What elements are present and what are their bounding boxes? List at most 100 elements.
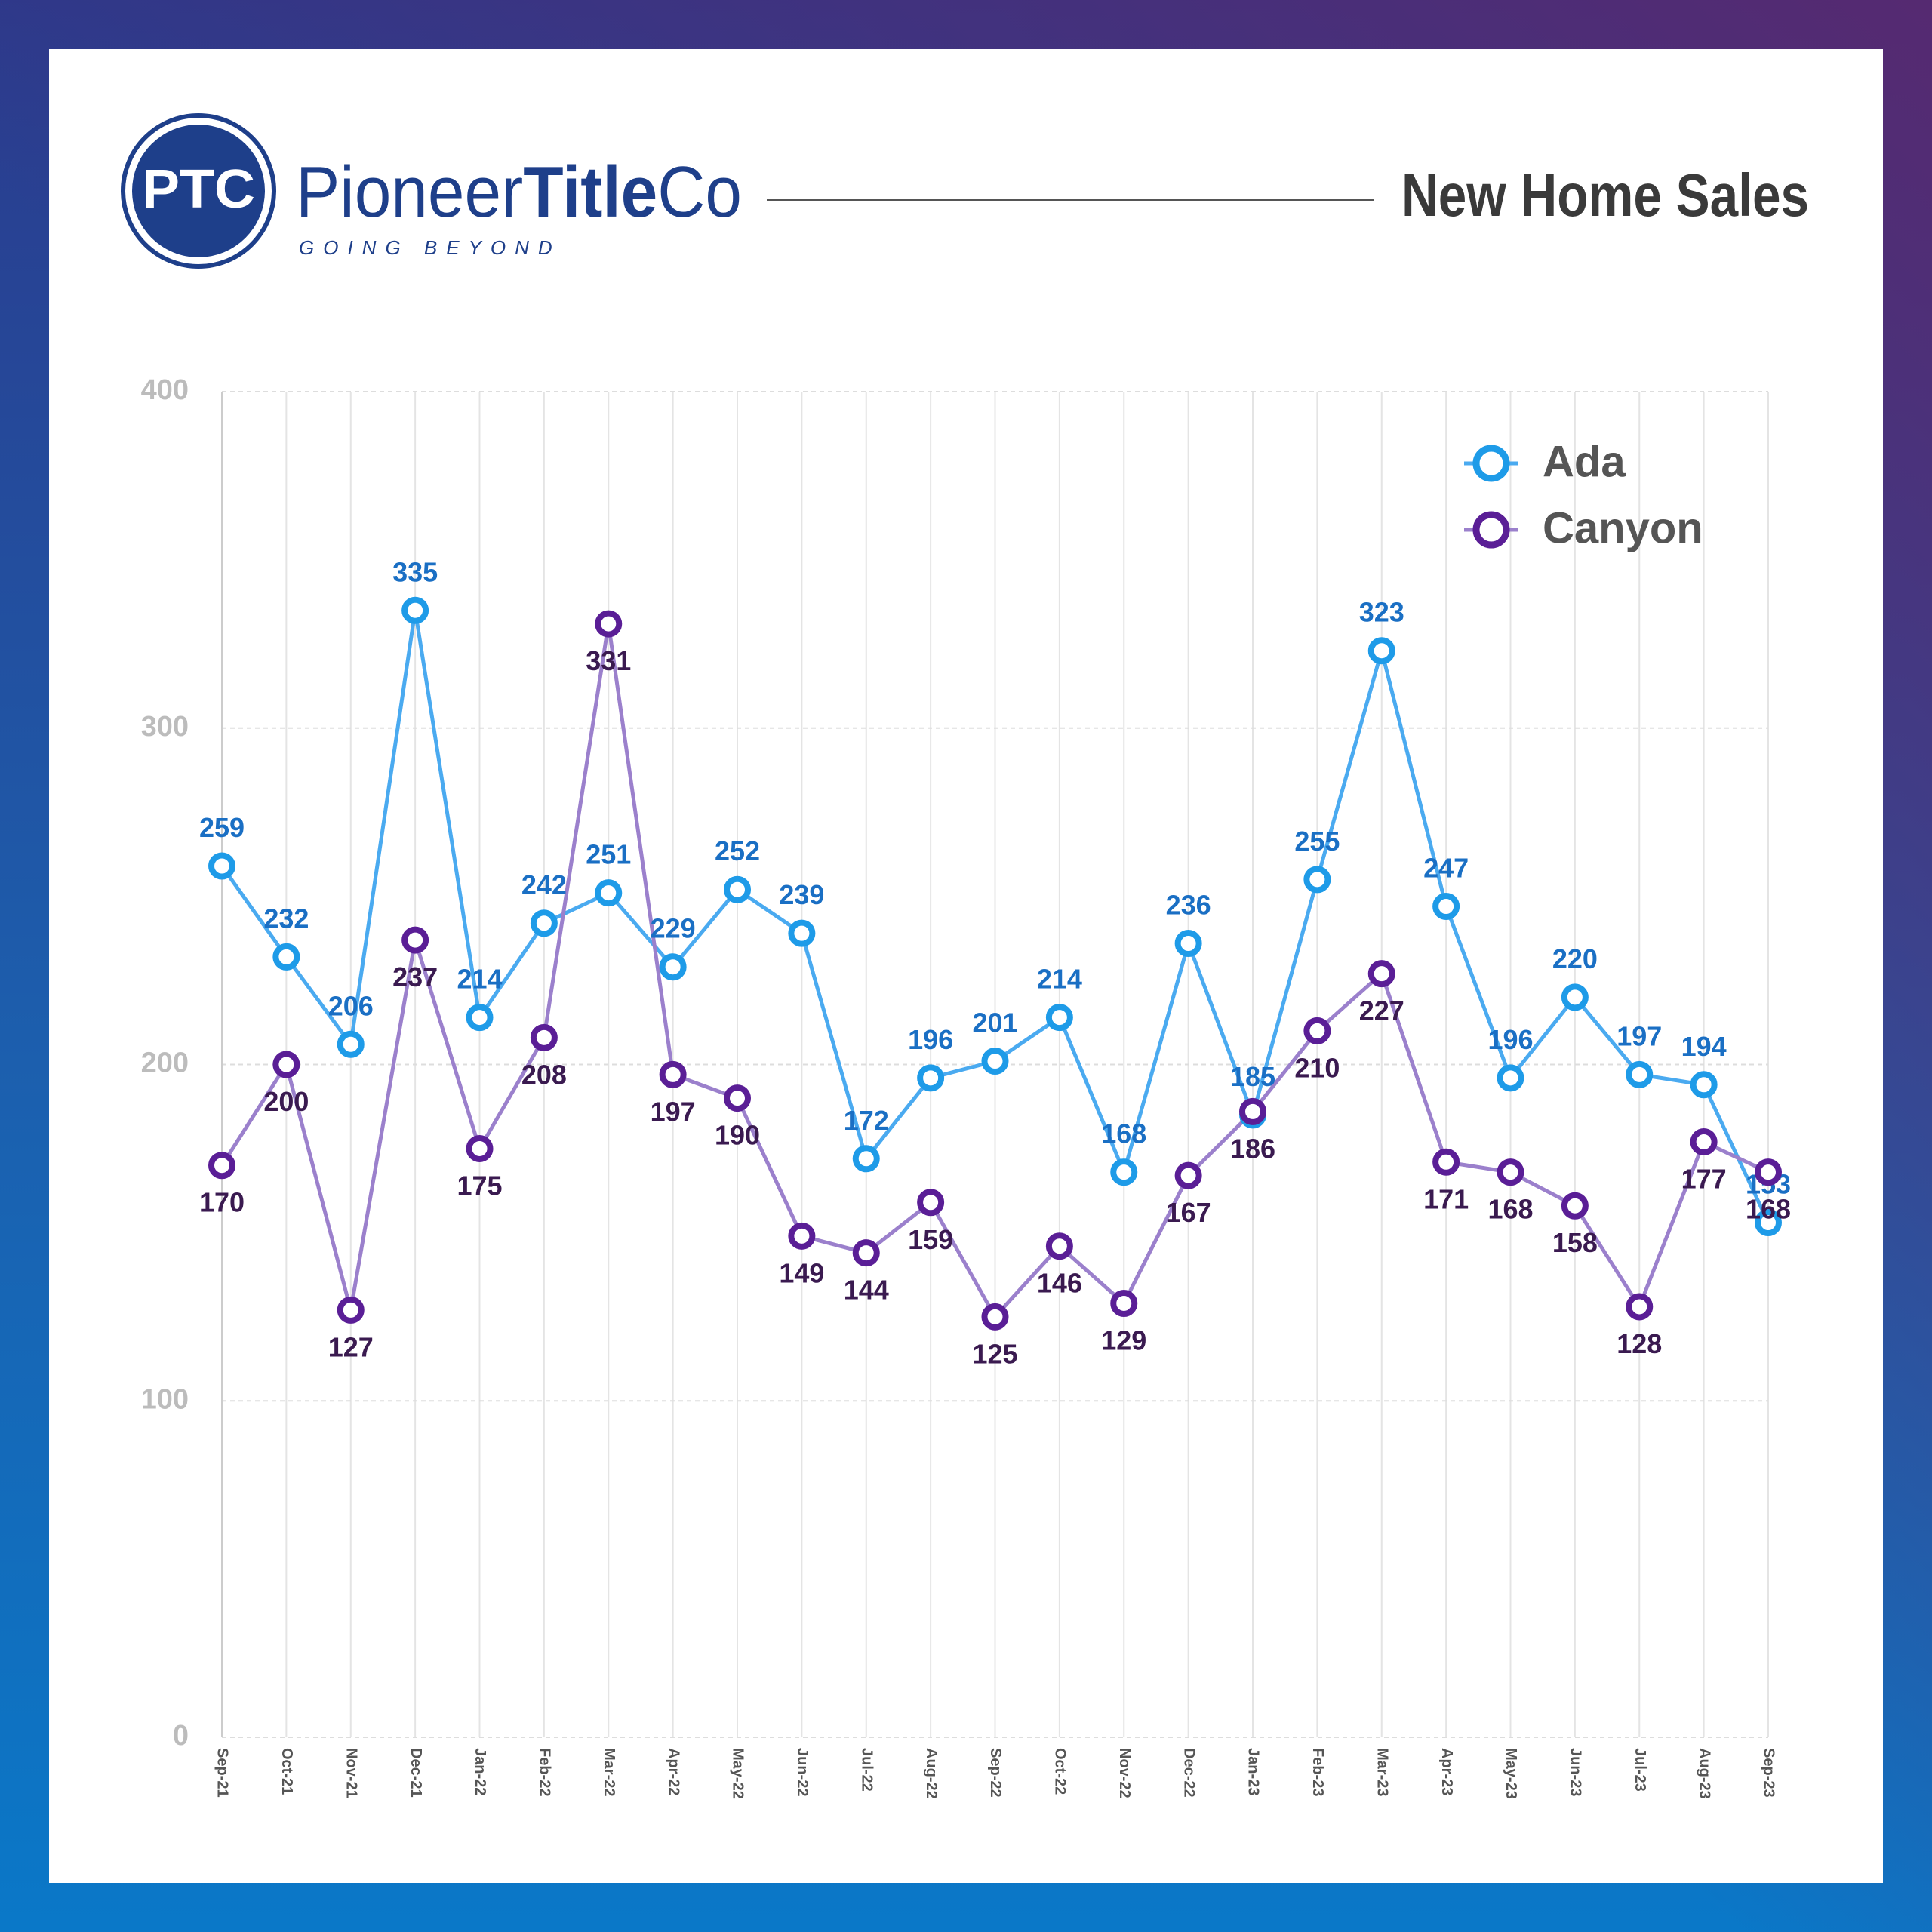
data-label: 335 (392, 556, 438, 587)
point (272, 943, 300, 971)
data-label: 167 (1166, 1197, 1211, 1228)
point (1561, 1192, 1589, 1220)
point (466, 1004, 494, 1032)
data-label: 208 (521, 1059, 567, 1090)
data-label: 239 (779, 879, 824, 910)
y-tick-label: 0 (173, 1720, 189, 1752)
point (595, 879, 623, 907)
y-tick-label: 200 (141, 1048, 189, 1079)
point (1690, 1128, 1718, 1156)
data-label: 197 (1617, 1020, 1662, 1051)
data-label: 144 (844, 1275, 889, 1306)
y-tick-label: 400 (141, 374, 189, 406)
chart-title: New Home Sales (1401, 162, 1809, 229)
point (272, 1051, 300, 1078)
x-tick-label: Jan-23 (1245, 1748, 1262, 1795)
x-tick-label: Sep-21 (214, 1748, 231, 1798)
data-label: 214 (1037, 964, 1082, 995)
point (852, 1239, 880, 1267)
point (1497, 1064, 1524, 1092)
point (337, 1030, 365, 1058)
data-label: 232 (263, 903, 309, 934)
point (1367, 960, 1395, 988)
point (1239, 1097, 1266, 1125)
data-label: 168 (1746, 1194, 1791, 1225)
x-tick-label: Oct-22 (1052, 1748, 1069, 1795)
data-label: 201 (972, 1008, 1017, 1038)
data-label: 125 (972, 1338, 1017, 1369)
point (917, 1064, 945, 1092)
point (401, 596, 429, 624)
point (1303, 866, 1331, 894)
data-label: 177 (1681, 1164, 1727, 1195)
data-label: 247 (1423, 853, 1469, 884)
point (724, 875, 751, 903)
x-tick-label: Nov-22 (1116, 1748, 1133, 1798)
x-tick-label: May-23 (1503, 1748, 1519, 1799)
data-label: 149 (779, 1257, 824, 1288)
point (337, 1296, 365, 1324)
point (1303, 1017, 1331, 1044)
point (1432, 892, 1460, 920)
point (1755, 1209, 1782, 1237)
data-label: 251 (586, 839, 631, 870)
data-label: 158 (1552, 1227, 1598, 1258)
brand-part: Title (523, 152, 657, 232)
point (981, 1048, 1009, 1075)
legend-marker (1472, 511, 1510, 549)
data-label: 242 (521, 869, 567, 900)
x-tick-label: Mar-22 (601, 1748, 617, 1796)
tagline: GOING BEYOND (299, 236, 561, 259)
point (401, 926, 429, 954)
point (1110, 1289, 1138, 1317)
data-label: 127 (328, 1331, 374, 1362)
data-label: 255 (1294, 826, 1340, 857)
data-label: 146 (1037, 1268, 1082, 1299)
point (1432, 1148, 1460, 1176)
data-label: 237 (392, 961, 438, 992)
x-tick-label: Aug-23 (1696, 1748, 1712, 1799)
data-label: 210 (1294, 1052, 1340, 1083)
data-label: 196 (908, 1024, 953, 1055)
brand-part: Pioneer (296, 152, 523, 232)
x-tick-label: Dec-21 (408, 1748, 424, 1798)
x-tick-label: Dec-22 (1180, 1748, 1197, 1798)
data-label: 197 (651, 1096, 696, 1127)
data-label: 227 (1359, 995, 1404, 1026)
data-label: 323 (1359, 597, 1404, 628)
data-label: 206 (328, 990, 374, 1021)
point (1561, 983, 1589, 1011)
x-tick-label: Aug-22 (923, 1748, 940, 1799)
data-label: 159 (908, 1224, 953, 1255)
y-tick-label: 100 (141, 1383, 189, 1415)
point (917, 1189, 945, 1217)
x-tick-label: Oct-21 (278, 1748, 295, 1795)
point (1110, 1158, 1138, 1186)
x-tick-label: Apr-22 (665, 1748, 681, 1795)
logo-disc (132, 125, 265, 257)
point (1626, 1293, 1654, 1321)
point (1045, 1004, 1073, 1032)
point (466, 1134, 494, 1162)
point (1045, 1232, 1073, 1260)
data-label: 236 (1166, 890, 1211, 921)
point (530, 909, 558, 937)
data-label: 170 (199, 1187, 245, 1218)
point (595, 610, 623, 638)
x-tick-label: Nov-21 (343, 1748, 359, 1798)
x-tick-label: Feb-22 (537, 1748, 553, 1796)
point (208, 852, 235, 880)
x-tick-label: Mar-23 (1374, 1748, 1390, 1796)
data-label: 214 (457, 964, 502, 995)
data-label: 194 (1681, 1031, 1727, 1062)
data-label: 185 (1230, 1061, 1275, 1092)
x-tick-label: Jun-23 (1567, 1748, 1584, 1796)
data-label: 168 (1487, 1194, 1533, 1225)
point (1755, 1158, 1782, 1186)
point (208, 1152, 235, 1180)
legend-marker (1472, 445, 1510, 482)
point (659, 1060, 687, 1088)
data-label: 168 (1101, 1118, 1146, 1149)
point (659, 953, 687, 981)
x-tick-label: May-22 (730, 1748, 746, 1799)
